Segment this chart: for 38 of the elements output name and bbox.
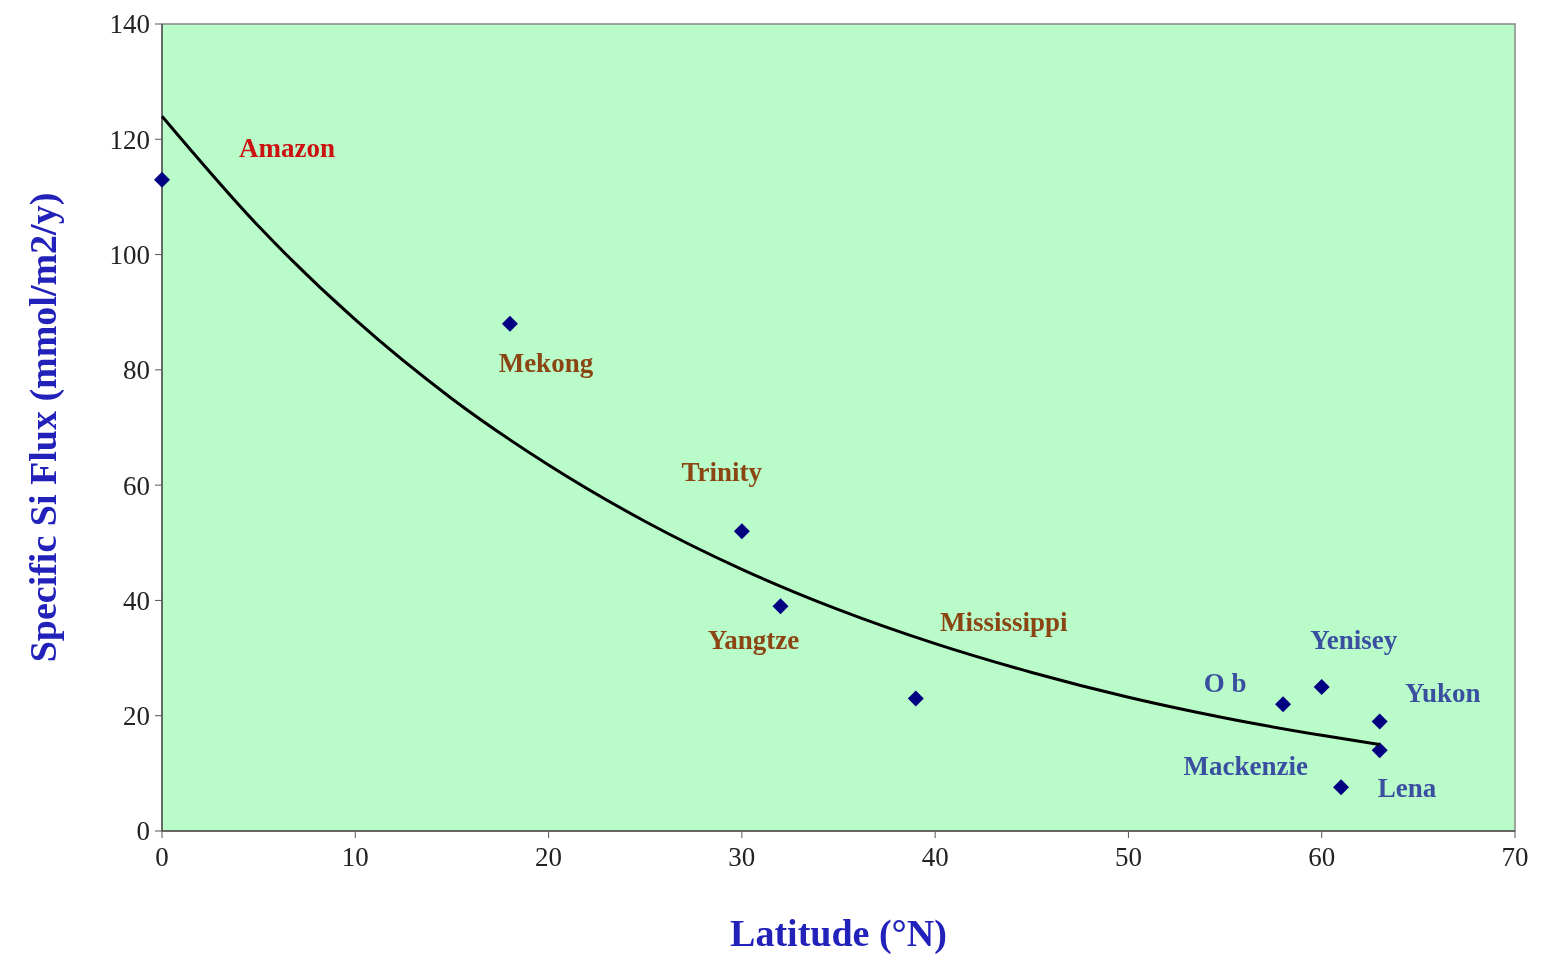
annotation: Trinity bbox=[681, 456, 763, 487]
y-tick-label: 0 bbox=[136, 816, 150, 847]
y-tick-label: 100 bbox=[109, 240, 150, 271]
point bbox=[1333, 779, 1350, 796]
point bbox=[1275, 696, 1292, 713]
y-axis-title: Specific Si Flux (mmol/m2/y) bbox=[22, 192, 65, 663]
annotation: Amazon bbox=[239, 133, 335, 164]
x-tick-label: 40 bbox=[921, 842, 949, 872]
annotation: Mississippi bbox=[940, 606, 1069, 637]
y-tick-label: 80 bbox=[123, 355, 150, 386]
y-tick-label: 20 bbox=[123, 701, 150, 732]
annotation: Lena bbox=[1377, 772, 1437, 803]
annotation: Yangtze bbox=[707, 624, 800, 655]
x-tick-label: 20 bbox=[535, 842, 563, 872]
point bbox=[772, 598, 789, 615]
x-axis-title: Latitude (°N) bbox=[730, 912, 947, 955]
point bbox=[1371, 742, 1388, 759]
x-tick-label: 10 bbox=[341, 842, 369, 872]
point bbox=[501, 315, 518, 332]
y-tick-label: 60 bbox=[123, 470, 150, 501]
annotation: O b bbox=[1203, 667, 1247, 698]
x-tick-label: 30 bbox=[728, 842, 756, 872]
point bbox=[1313, 678, 1330, 695]
annotation: Yukon bbox=[1404, 677, 1481, 708]
point bbox=[154, 171, 170, 188]
y-tick-label: 120 bbox=[109, 124, 150, 155]
annotation: Mackenzie bbox=[1183, 750, 1308, 781]
point bbox=[733, 523, 750, 540]
annotation: Yenisey bbox=[1310, 625, 1398, 656]
x-tick-label: 70 bbox=[1501, 842, 1529, 872]
x-tick-label: 0 bbox=[155, 842, 169, 872]
y-tick-label: 40 bbox=[123, 585, 150, 616]
y-tick-label: 140 bbox=[109, 9, 150, 40]
point bbox=[1371, 713, 1388, 730]
annotation: Mekong bbox=[498, 348, 594, 379]
x-tick-label: 50 bbox=[1114, 842, 1142, 872]
x-tick-label: 60 bbox=[1308, 842, 1336, 872]
point bbox=[907, 690, 924, 707]
